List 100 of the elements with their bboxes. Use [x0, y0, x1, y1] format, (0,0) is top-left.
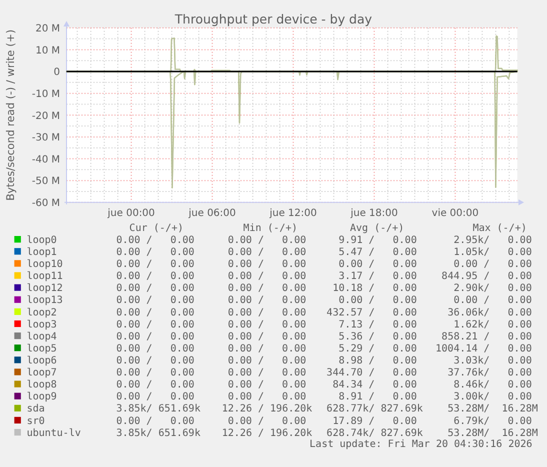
y-tick-label: 20 M [35, 24, 60, 34]
text: 1.05k/ 0.00 [454, 246, 532, 258]
text: 0.00 / 0.00 [228, 343, 306, 354]
text: 0.00 / 0.00 [116, 319, 194, 330]
text: 0.00 / 0.00 [228, 283, 306, 294]
y-tick-label: -60 M [32, 198, 60, 209]
text: 858.21 / 0.00 [442, 331, 532, 342]
legend-label: loop3 [26, 319, 57, 330]
legend-label: loop5 [26, 343, 57, 354]
legend-label: loop11 [26, 271, 63, 282]
legend-label: loop12 [26, 283, 63, 294]
y-tick-label: -10 M [32, 88, 60, 100]
text: 84.34 / 0.00 [332, 380, 417, 391]
text: 1004.14 / 0.00 [436, 343, 532, 354]
text: Avg (-/+) [350, 222, 404, 234]
text: 0.00 / 0.00 [228, 259, 306, 270]
text: 17.89 / 0.00 [332, 416, 417, 427]
text: 0.00 / 0.00 [116, 271, 194, 282]
text: 0.00 / 0.00 [228, 295, 306, 306]
text: 0.00 / 0.00 [116, 259, 194, 270]
text: 3.85k/ 651.69k [116, 428, 200, 439]
text: 8.91 / 0.00 [338, 392, 417, 403]
text: 10.18 / 0.00 [332, 283, 417, 294]
text: 37.76k/ 0.00 [448, 368, 532, 379]
text: 3.85k/ 651.69k [116, 404, 200, 415]
text: 0.00 / 0.00 [228, 319, 306, 330]
text: 0.00 / 0.00 [228, 331, 306, 342]
text: 12.26 / 196.20k [222, 404, 312, 415]
text: 9.91 / 0.00 [338, 234, 417, 246]
legend-label: sda [26, 404, 45, 415]
text: 0.00 / 0.00 [338, 259, 417, 270]
text: 0.00 / 0.00 [228, 392, 306, 403]
y-axis-title: Bytes/second read (-) / write (+) [4, 30, 17, 201]
text: 2.90k/ 0.00 [454, 283, 532, 294]
x-tick-label: vie 00:00 [432, 208, 479, 219]
text: Last update: Fri Mar 20 04:30:16 2026 [310, 438, 532, 450]
text: 5.36 / 0.00 [338, 331, 417, 342]
text: 432.57 / 0.00 [326, 307, 417, 318]
legend-label: loop1 [26, 246, 57, 258]
legend-label: loop8 [26, 380, 57, 391]
legend-label: loop10 [26, 259, 63, 270]
text: 844.95 / 0.00 [442, 271, 532, 282]
text: 0.00 / 0.00 [116, 234, 194, 246]
text: 2.95k/ 0.00 [454, 234, 532, 246]
legend-label: loop7 [26, 368, 57, 379]
text: 0.00 / 0.00 [116, 246, 194, 258]
text: Cur (-/+) [129, 222, 184, 234]
text: 0.00 / 0.00 [116, 307, 194, 318]
text: 0.00 / 0.00 [228, 234, 306, 246]
text: Min (-/+) [243, 222, 298, 234]
text: 344.70 / 0.00 [326, 368, 417, 379]
legend-label: loop0 [26, 234, 57, 246]
text: 0.00 / 0.00 [116, 295, 194, 306]
legend-label: loop9 [26, 392, 57, 403]
text: 5.29 / 0.00 [338, 343, 417, 354]
text: 6.79k/ 0.00 [454, 416, 532, 427]
text: 0.00 / 0.00 [228, 307, 306, 318]
text: 36.06k/ 0.00 [448, 307, 532, 318]
text: 0.00 / 0.00 [116, 283, 194, 294]
x-tick-label: jue 06:00 [188, 208, 236, 219]
x-tick-label: jue 12:00 [268, 208, 317, 219]
x-tick-label: jue 18:00 [350, 208, 398, 219]
text: 0.00 / 0.00 [116, 368, 194, 379]
text: 0.00 / 0.00 [228, 416, 306, 427]
text: 0.00 / 0.00 [338, 295, 417, 306]
text: 628.77k/ 827.69k [326, 404, 423, 415]
text: 3.03k/ 0.00 [454, 356, 532, 366]
text: 0.00 / 0.00 [116, 356, 194, 366]
y-tick-label: -50 M [32, 176, 60, 188]
text: 0.00 / 0.00 [116, 380, 194, 391]
text: 8.46k/ 0.00 [454, 380, 532, 391]
text: 0.00 / 0.00 [228, 368, 306, 379]
text: 3.17 / 0.00 [338, 271, 417, 282]
text: 5.47 / 0.00 [338, 246, 417, 258]
text: 628.74k/ 827.69k [326, 428, 423, 439]
text: 53.28M/ 16.28M [448, 404, 538, 415]
x-tick-label: jue 00:00 [106, 208, 155, 219]
text: 1.62k/ 0.00 [454, 319, 532, 330]
text: 0.00 / 0.00 [228, 380, 306, 391]
legend-label: loop2 [26, 307, 57, 318]
legend-label: loop13 [26, 295, 63, 306]
y-tick-label: 10 M [35, 45, 60, 56]
legend-label: loop6 [26, 356, 57, 366]
text: 7.13 / 0.00 [338, 319, 417, 330]
y-tick-label: -20 M [32, 110, 60, 122]
legend-label: sr0 [26, 416, 45, 427]
text: 0.00 / 0.00 [116, 416, 194, 427]
text: 3.00k/ 0.00 [454, 392, 532, 403]
text: 0.00 / 0.00 [116, 343, 194, 354]
text: 53.28M/ 16.28M [448, 428, 538, 439]
y-tick-label: -40 M [32, 154, 60, 166]
text: 0.00 / 0.00 [116, 392, 194, 403]
text: Max (-/+) [472, 222, 527, 234]
legend-label: ubuntu-lv [26, 428, 81, 439]
text: 0.00 / 0.00 [228, 356, 306, 366]
legend-label: loop4 [26, 331, 57, 342]
text: 0.00 / 0.00 [116, 331, 194, 342]
text: 12.26 / 196.20k [222, 428, 312, 439]
text: 0.00 / 0.00 [228, 271, 306, 282]
text: 8.98 / 0.00 [338, 356, 417, 366]
